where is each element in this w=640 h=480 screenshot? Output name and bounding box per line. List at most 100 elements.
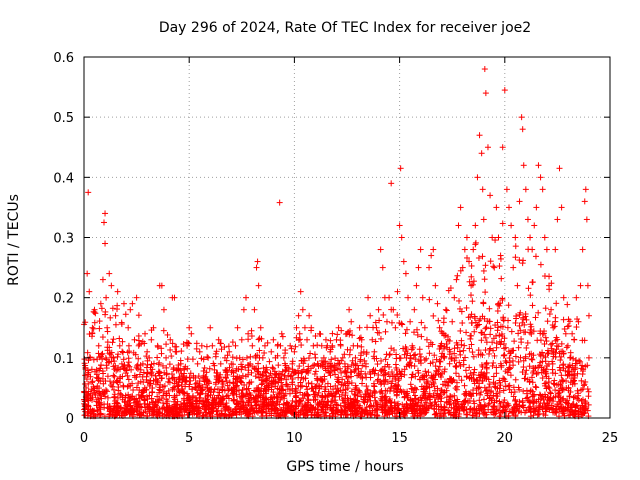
data-point	[480, 216, 487, 223]
noise-point	[537, 352, 544, 359]
data-point	[100, 219, 107, 226]
data-point	[432, 282, 439, 289]
noise-point	[491, 399, 498, 406]
noise-point	[110, 372, 117, 379]
noise-point	[154, 354, 161, 361]
y-tick-labels: 0 0.1 0.2 0.3 0.4 0.5 0.6	[53, 51, 74, 427]
data-point	[392, 324, 399, 331]
data-point	[106, 270, 113, 277]
data-point	[310, 342, 317, 349]
noise-point	[407, 355, 414, 362]
noise-point	[311, 361, 318, 368]
data-point	[207, 324, 214, 331]
noise-point	[569, 401, 576, 408]
noise-point	[441, 366, 448, 373]
data-point	[249, 342, 256, 349]
noise-point	[472, 241, 479, 248]
data-point	[348, 318, 355, 325]
noise-point	[245, 336, 252, 343]
data-point	[84, 270, 91, 277]
data-point	[188, 330, 195, 337]
noise-point	[512, 353, 519, 360]
data-point	[577, 282, 584, 289]
noise-point	[181, 366, 188, 373]
noise-point	[168, 353, 175, 360]
noise-point	[252, 395, 259, 402]
noise-point	[402, 330, 409, 337]
data-point	[503, 186, 510, 193]
noise-point	[114, 302, 121, 309]
data-point	[581, 198, 588, 205]
data-point	[301, 324, 308, 331]
data-point	[120, 300, 127, 307]
data-point	[455, 222, 462, 229]
noise-point	[529, 279, 536, 286]
data-point	[442, 306, 449, 313]
noise-point	[118, 319, 125, 326]
noise-point	[458, 377, 465, 384]
noise-point	[518, 335, 525, 342]
noise-point	[392, 382, 399, 389]
noise-point	[455, 373, 462, 380]
data-point	[461, 246, 468, 253]
noise-point	[229, 339, 236, 346]
noise-point	[426, 350, 433, 357]
noise-point	[486, 346, 493, 353]
noise-point	[314, 342, 321, 349]
noise-point	[566, 393, 573, 400]
noise-point	[104, 394, 111, 401]
noise-point	[364, 324, 371, 331]
noise-point	[494, 327, 501, 334]
noise-point	[448, 404, 455, 411]
data-point	[97, 300, 104, 307]
noise-point	[203, 343, 210, 350]
noise-point	[482, 262, 489, 269]
noise-point	[149, 366, 156, 373]
data-point	[497, 252, 504, 259]
noise-point	[437, 358, 444, 365]
data-point	[584, 282, 591, 289]
noise-point	[575, 397, 582, 404]
data-point	[142, 330, 149, 337]
noise-point	[329, 398, 336, 405]
noise-point	[378, 387, 385, 394]
noise-point	[332, 371, 339, 378]
noise-point	[140, 369, 147, 376]
noise-point	[132, 351, 139, 358]
noise-point	[150, 399, 157, 406]
data-point	[484, 144, 491, 151]
noise-point	[444, 344, 451, 351]
noise-point	[96, 318, 103, 325]
noise-point	[288, 372, 295, 379]
noise-point	[282, 350, 289, 357]
noise-point	[463, 304, 470, 311]
data-point	[472, 222, 479, 229]
noise-point	[206, 365, 213, 372]
noise-point	[505, 302, 512, 309]
noise-point	[477, 391, 484, 398]
data-point	[423, 336, 430, 343]
noise-point	[433, 356, 440, 363]
data-point	[585, 354, 592, 361]
data-point	[548, 306, 555, 313]
data-point	[341, 360, 348, 367]
y-tick-label: 0.2	[53, 292, 74, 307]
data-point	[251, 306, 258, 313]
noise-point	[542, 334, 549, 341]
noise-point	[453, 370, 460, 377]
noise-point	[212, 350, 219, 357]
noise-point	[305, 355, 312, 362]
data-point	[217, 360, 224, 367]
noise-point	[453, 364, 460, 371]
x-tick-label: 10	[286, 431, 303, 446]
noise-point	[384, 378, 391, 385]
noise-point	[456, 297, 463, 304]
noise-point	[473, 390, 480, 397]
data-point	[430, 246, 437, 253]
noise-point	[470, 278, 477, 285]
data-point	[268, 348, 275, 355]
noise-point	[552, 337, 559, 344]
data-point	[194, 360, 201, 367]
noise-point	[533, 384, 540, 391]
noise-point	[510, 362, 517, 369]
